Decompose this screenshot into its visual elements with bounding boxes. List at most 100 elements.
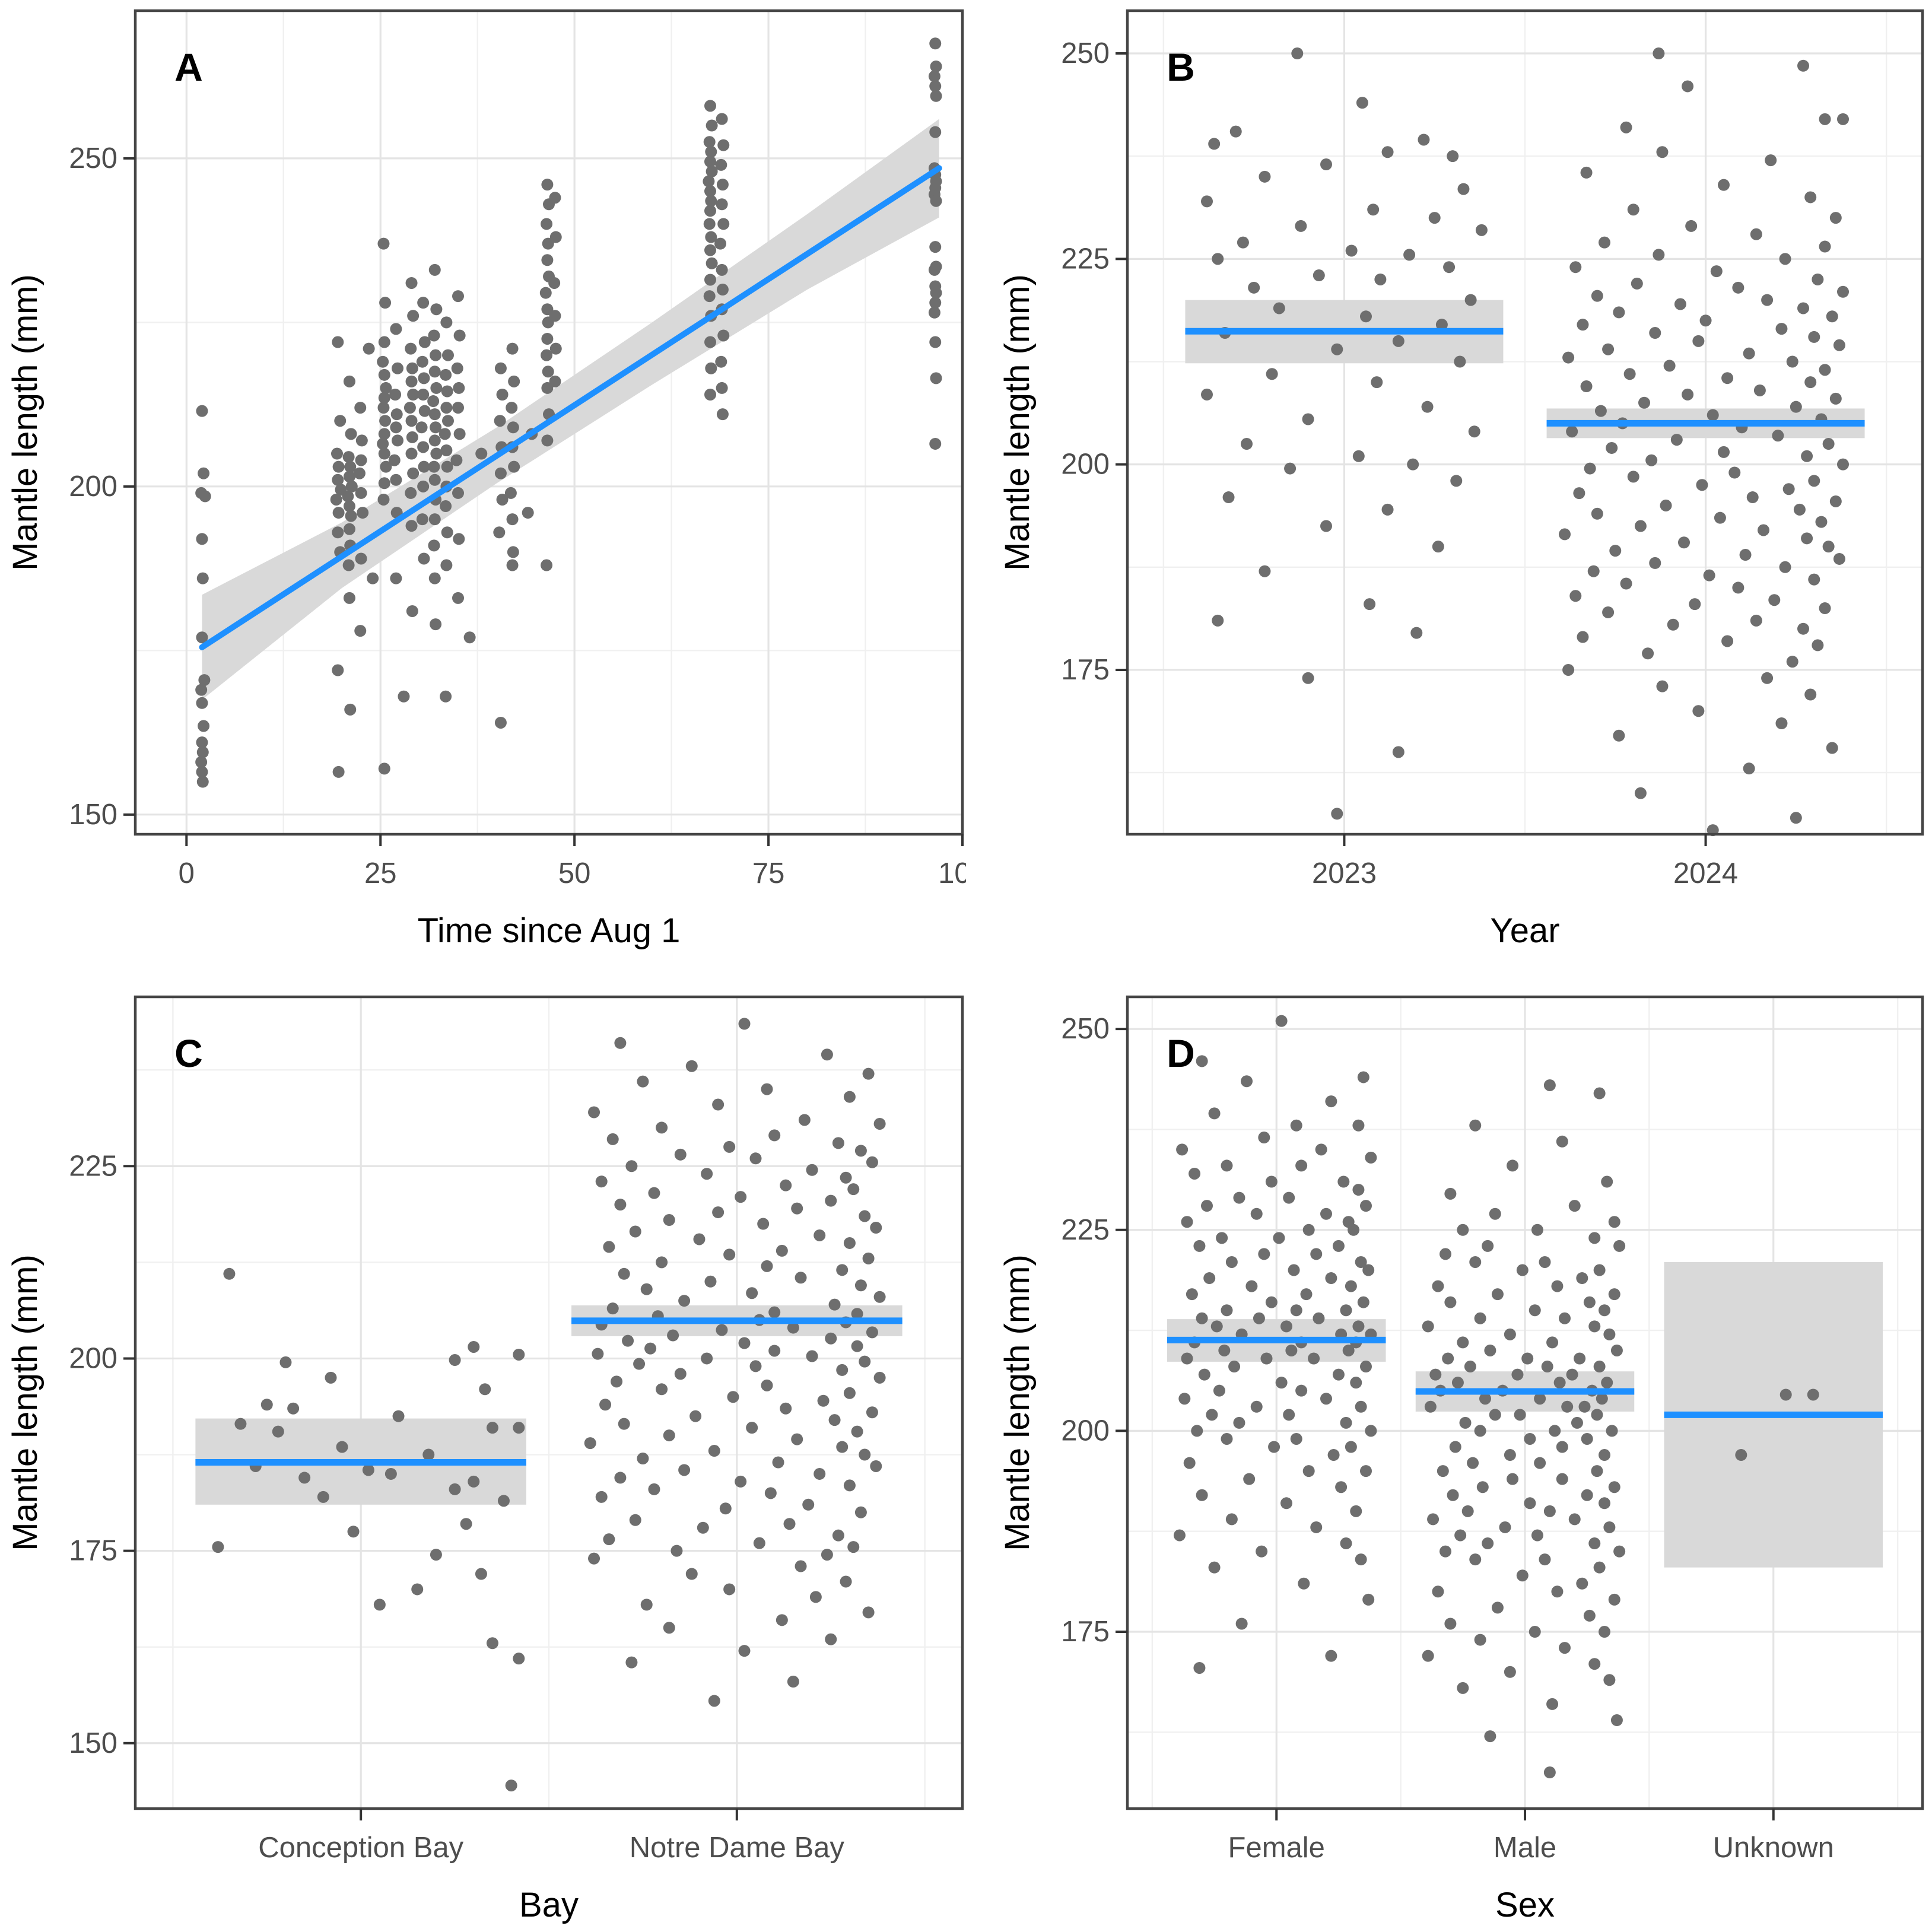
data-point (453, 329, 466, 342)
data-point (1222, 491, 1235, 504)
data-point (708, 1445, 720, 1457)
x-tick-label: Unknown (1713, 1832, 1834, 1864)
data-point (1583, 1609, 1596, 1622)
data-point (1233, 1191, 1245, 1204)
data-point (440, 690, 452, 703)
data-point (1310, 1521, 1323, 1533)
data-point (513, 1348, 525, 1361)
data-point (929, 437, 942, 450)
y-tick-label: 200 (69, 1342, 117, 1374)
data-point (817, 1394, 830, 1407)
data-point (1819, 113, 1831, 125)
data-point (1290, 1304, 1302, 1317)
data-point (1504, 1449, 1516, 1461)
data-point (929, 297, 942, 309)
data-point (196, 572, 209, 584)
data-point (706, 257, 718, 269)
panel-border (1126, 9, 1924, 836)
data-point (1189, 1167, 1201, 1180)
data-point (1360, 1465, 1372, 1477)
data-point (1549, 1425, 1561, 1437)
y-tick-label: 200 (1061, 449, 1110, 481)
data-point (1365, 1425, 1377, 1437)
data-point (1253, 1312, 1265, 1324)
data-point (1812, 273, 1824, 285)
data-point (1201, 195, 1213, 208)
data-point (1514, 1409, 1526, 1421)
data-point (1692, 335, 1705, 347)
data-point (685, 1060, 698, 1072)
data-point (656, 1121, 668, 1134)
data-point (1362, 1264, 1375, 1276)
data-point (1374, 273, 1387, 285)
data-point (449, 1354, 461, 1367)
data-point (1442, 1352, 1454, 1365)
y-tick-label: 225 (69, 1150, 117, 1182)
data-point (701, 1168, 713, 1180)
data-point (847, 1541, 860, 1553)
data-point (1743, 762, 1755, 775)
data-point (1432, 541, 1444, 553)
data-point (1539, 1256, 1551, 1268)
data-point (378, 336, 390, 348)
data-point (1627, 204, 1639, 216)
x-tick-label: 2023 (1312, 857, 1377, 889)
x-tick-label: Female (1228, 1832, 1325, 1864)
data-point (428, 408, 441, 421)
data-point (1578, 1400, 1591, 1413)
data-point (440, 444, 453, 457)
data-point (418, 552, 430, 565)
data-point (486, 1637, 498, 1650)
data-point (494, 467, 507, 479)
data-point (1173, 1529, 1186, 1542)
data-point (417, 441, 430, 453)
data-point (362, 1464, 374, 1476)
data-point (1833, 552, 1845, 565)
data-point (1221, 1159, 1233, 1172)
data-point (392, 434, 403, 447)
data-point (342, 559, 355, 571)
data-point (541, 303, 554, 316)
data-point (1476, 1481, 1489, 1494)
data-point (840, 1171, 852, 1184)
data-point (1418, 134, 1430, 146)
data-point (1610, 1714, 1623, 1727)
data-point (1663, 360, 1676, 372)
data-point (1457, 1682, 1469, 1694)
data-point (1447, 1489, 1459, 1501)
data-point (475, 447, 488, 460)
data-point (407, 467, 420, 479)
data-point (1352, 1119, 1365, 1132)
data-point (1620, 577, 1632, 590)
data-point (1790, 401, 1802, 413)
data-point (738, 1645, 751, 1657)
data-point (674, 1148, 687, 1161)
data-point (1556, 1441, 1568, 1453)
data-point (1225, 1513, 1238, 1526)
data-point (814, 1467, 826, 1480)
data-point (1352, 1320, 1365, 1333)
data-point (345, 480, 358, 492)
data-point (332, 507, 345, 519)
data-point (389, 388, 402, 401)
data-point (541, 332, 554, 345)
data-point (1461, 1505, 1474, 1517)
data-point (712, 1206, 724, 1219)
data-point (1801, 532, 1813, 545)
data-point (1750, 228, 1762, 240)
data-point (1457, 1336, 1469, 1349)
data-point (539, 287, 552, 299)
data-point (929, 336, 942, 348)
data-point (1613, 1240, 1626, 1252)
data-point (738, 1018, 751, 1030)
data-point (1608, 1288, 1620, 1301)
data-point (1561, 1400, 1574, 1413)
data-point (378, 368, 390, 381)
data-point (761, 1083, 773, 1095)
data-point (716, 284, 729, 296)
data-point (648, 1483, 660, 1495)
data-point (1422, 1320, 1434, 1333)
data-point (1599, 1626, 1610, 1638)
data-point (542, 237, 554, 250)
data-point (614, 1472, 627, 1484)
